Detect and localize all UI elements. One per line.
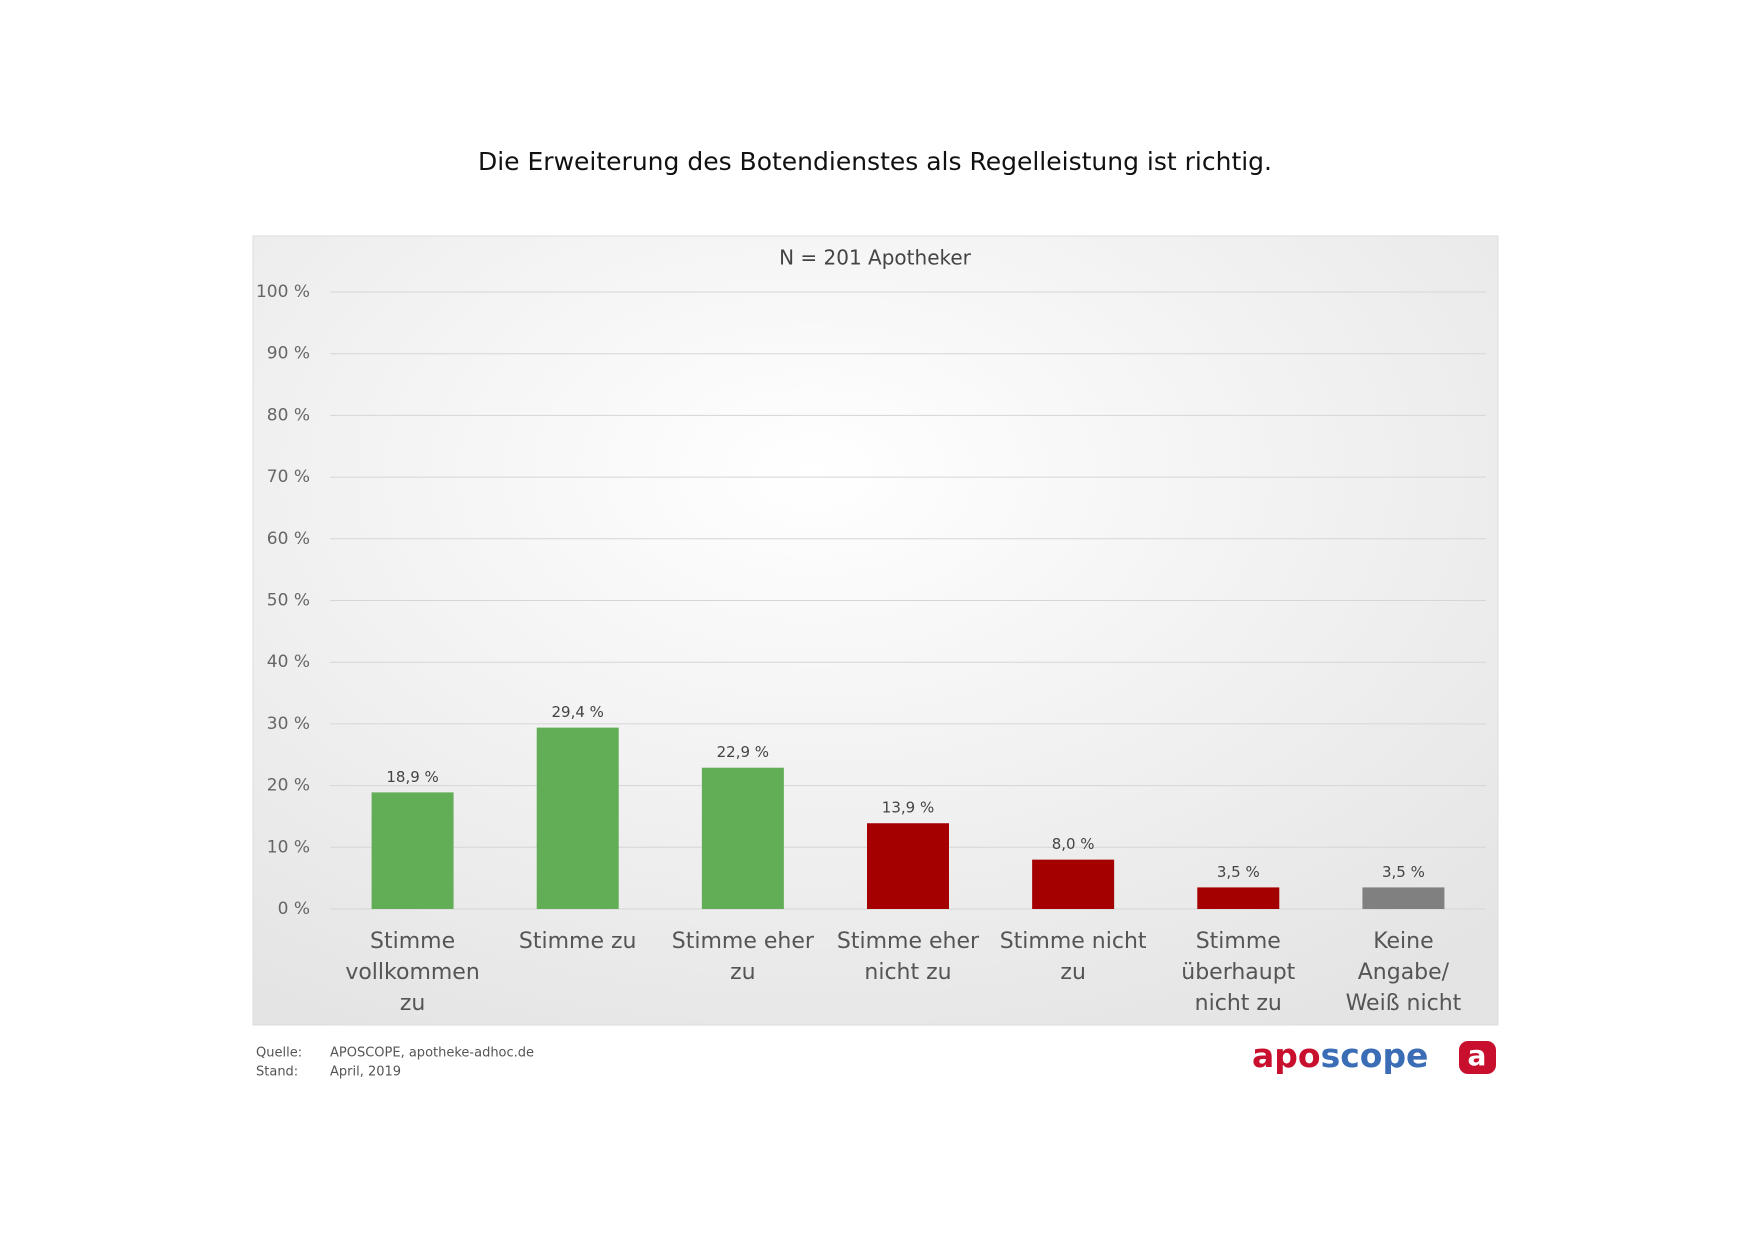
x-tick-label: Stimme eher nicht zu [836,929,980,985]
logo-icon-bg [1459,1041,1496,1074]
logo: aposcope [1252,1036,1428,1075]
y-tick-label: 70 % [267,467,310,487]
date-label: Stand: [256,1065,298,1080]
y-tick-label: 30 % [267,714,310,734]
y-tick-label: 0 % [278,899,310,919]
source: APOSCOPE, apotheke-adhoc.de [330,1046,534,1061]
y-tick-label: 10 % [267,837,310,857]
value-label: 3,5 % [1217,863,1260,881]
logo-icon: a [1468,1039,1487,1072]
x-tick-label: Keine Angabe/ Weiß nicht [1345,929,1462,1016]
logo-part: apo [1252,1036,1321,1075]
y-tick-label: 60 % [267,529,310,549]
x-tick-label: Stimme vollkommen zu [345,929,480,1016]
date: April, 2019 [330,1065,401,1080]
y-tick-label: 100 % [256,282,310,302]
y-tick-label: 20 % [267,776,310,796]
y-tick-label: 50 % [267,591,310,611]
value-label: 29,4 % [552,703,604,721]
value-label: 18,9 % [386,768,438,786]
x-tick-label: Stimme überhaupt nicht zu [1181,929,1296,1016]
bar [371,792,454,909]
value-label: 3,5 % [1382,863,1425,881]
bar [536,727,619,909]
bar [1032,859,1115,909]
x-tick-label: Stimme eher zu [671,929,814,985]
bar [1362,887,1445,909]
source-label: Quelle: [256,1046,302,1061]
chart-subtitle: N = 201 Apotheker [779,246,972,270]
value-label: 22,9 % [717,743,769,761]
x-tick-label: Stimme zu [518,929,637,954]
y-tick-label: 40 % [267,652,310,672]
logo-part: scope [1321,1036,1429,1075]
chart-title: Die Erweiterung des Botendienstes als Re… [478,147,1272,176]
bar [867,823,949,909]
bar [1197,887,1280,909]
value-label: 8,0 % [1052,835,1095,853]
y-tick-label: 80 % [267,405,310,425]
x-tick-label: Stimme nicht zu [999,929,1147,985]
y-tick-label: 90 % [267,344,310,364]
value-label: 13,9 % [882,799,934,817]
bar [701,767,784,909]
